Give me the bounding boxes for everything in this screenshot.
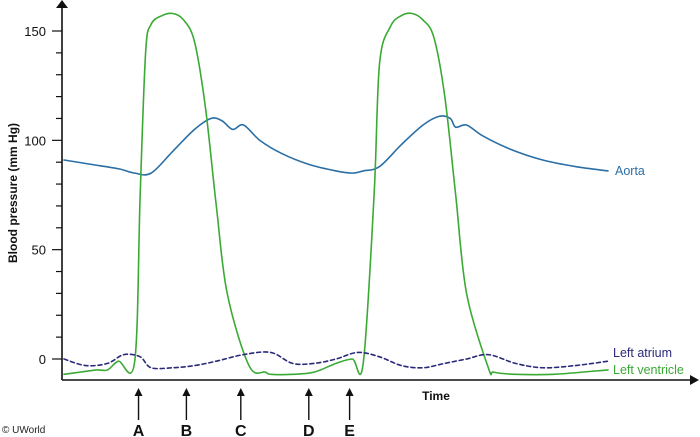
marker-label-d: D (303, 423, 315, 437)
series-line-aorta (63, 115, 609, 176)
series-label-left-ventricle: Left ventricle (613, 363, 684, 377)
marker-label-b: B (181, 423, 193, 437)
phase-markers: A B C D E (133, 388, 355, 437)
series-lines (63, 12, 609, 376)
y-axis-title: Blood pressure (mm Hg) (6, 123, 20, 263)
y-tick-label: 0 (39, 352, 46, 367)
x-axis-title: Time (422, 389, 450, 403)
marker-label-e: E (344, 423, 355, 437)
series-line-left-atrium (63, 351, 609, 370)
x-axis-arrowhead (690, 375, 699, 385)
y-tick-label: 150 (24, 24, 46, 39)
series-label-left-atrium: Left atrium (613, 346, 672, 360)
series-label-aorta: Aorta (615, 164, 645, 178)
marker-label-c: C (235, 423, 247, 437)
y-tick-label: 50 (32, 243, 46, 258)
y-tick-labels: 0 50 100 150 (24, 24, 46, 367)
marker-label-a: A (133, 423, 145, 437)
y-axis-arrowhead (56, 0, 68, 8)
series-line-left-ventricle (63, 12, 609, 376)
credit-text: © UWorld (2, 425, 45, 436)
y-ticks (52, 30, 62, 360)
y-tick-label: 100 (24, 133, 46, 148)
series-labels: Aorta Left ventricle Left atrium (613, 164, 684, 377)
